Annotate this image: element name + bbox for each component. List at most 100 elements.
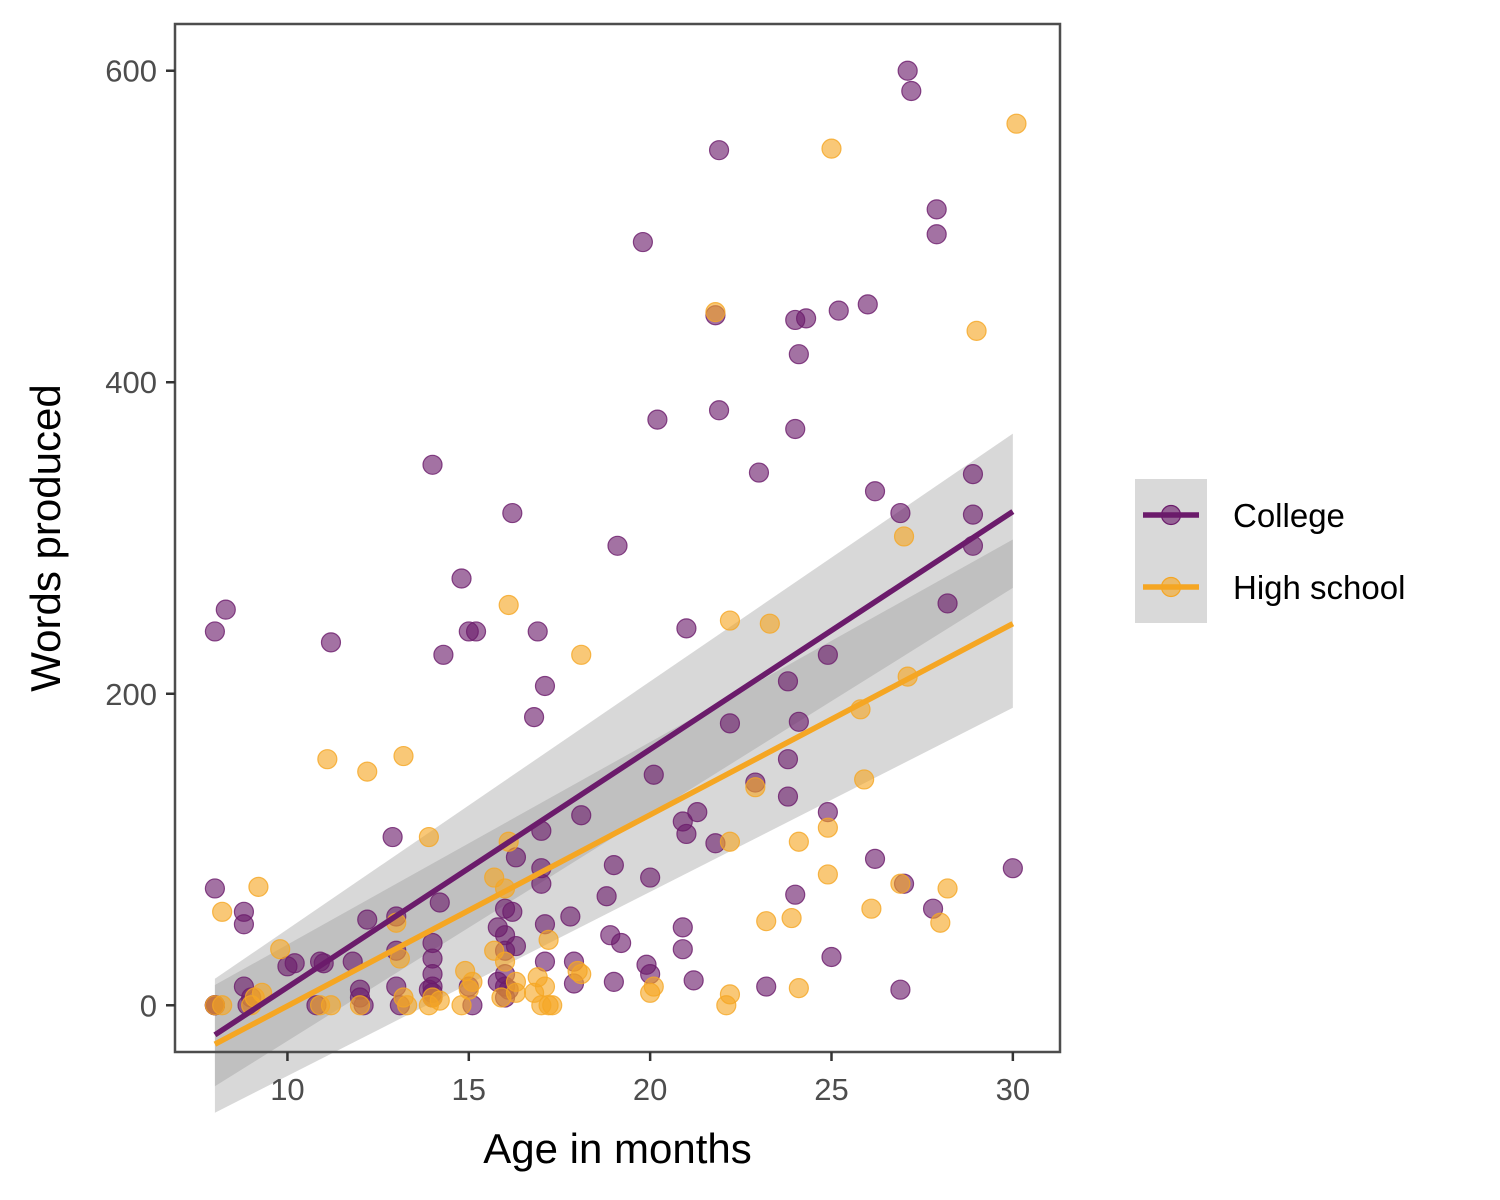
data-point-college (962, 504, 984, 525)
data-point-college (864, 848, 886, 869)
data-point-college (708, 400, 730, 421)
data-point-high-school (756, 911, 777, 932)
data-point-high-school (494, 951, 516, 972)
data-point-college (596, 886, 617, 907)
data-point-college (465, 621, 487, 642)
data-point-college (233, 914, 255, 935)
data-point-college (785, 884, 806, 905)
data-point-high-school (966, 320, 987, 341)
data-point-college (502, 901, 523, 922)
fit-lines (213, 509, 1015, 1047)
data-point-high-school (538, 929, 559, 950)
legend-label-college: College (1233, 497, 1345, 534)
data-point-high-school (462, 971, 483, 993)
data-point-college (603, 971, 624, 993)
data-point-college (603, 854, 624, 876)
data-point-college (422, 454, 443, 475)
data-point-college (890, 502, 911, 524)
data-point-college (756, 976, 777, 997)
data-point-high-school (817, 864, 838, 885)
data-point-high-school (719, 831, 741, 852)
data-point-college (204, 878, 225, 899)
data-point-high-school (1006, 113, 1027, 134)
data-point-college (897, 60, 918, 81)
data-point-high-school (890, 873, 911, 894)
data-point-college (523, 707, 545, 728)
data-point-high-school (643, 976, 664, 997)
panel-border (173, 22, 1062, 1054)
x-tick-label: 20 (633, 1072, 667, 1107)
data-point-college (502, 502, 523, 524)
data-point-high-school (571, 644, 592, 665)
data-point-college (937, 593, 958, 614)
data-point-high-school (320, 995, 342, 1016)
data-point-high-school (817, 817, 838, 838)
data-point-high-school (893, 526, 915, 547)
data-point-college (788, 711, 809, 732)
data-point-college (560, 906, 581, 927)
data-point-college (828, 300, 849, 321)
data-point-college (962, 464, 984, 485)
data-point-high-school (212, 995, 233, 1016)
data-point-college (708, 140, 730, 161)
data-point-college (821, 946, 842, 968)
data-point-college (676, 618, 697, 639)
x-tick-label: 10 (270, 1072, 304, 1107)
data-point-college (672, 917, 693, 938)
data-point-college (422, 932, 443, 954)
data-point-college (357, 909, 378, 930)
data-point-college (796, 308, 817, 329)
y-tick-label: 0 (140, 988, 157, 1023)
data-point-high-school (397, 995, 418, 1016)
x-axis-title: Age in months (483, 1125, 752, 1172)
data-point-college (719, 713, 741, 734)
data-point-college (607, 535, 628, 556)
data-point-college (204, 621, 225, 642)
data-point-college (777, 749, 799, 770)
data-point-high-school (212, 901, 233, 922)
data-point-college (687, 802, 708, 823)
data-point-college (777, 671, 799, 692)
data-point-high-school (429, 990, 450, 1011)
data-point-high-school (357, 761, 378, 782)
data-point-college (611, 932, 632, 954)
data-point-high-school (930, 912, 951, 933)
data-point-college (683, 970, 704, 991)
fit-line-college (213, 509, 1015, 1038)
data-point-college (890, 979, 911, 1000)
legend: College High school (1135, 479, 1405, 623)
y-tick-label: 400 (105, 365, 157, 400)
data-point-college (640, 867, 661, 888)
data-point-high-school (505, 982, 527, 1003)
ci-ribbon-high-school (214, 539, 1013, 1113)
y-tick-label: 600 (105, 54, 157, 89)
data-point-college (382, 826, 403, 848)
data-point-college (571, 805, 592, 826)
data-point-high-school (781, 907, 802, 929)
data-point-high-school (393, 745, 414, 767)
x-axis: 10 15 20 25 30 (270, 1052, 1030, 1107)
data-point-high-school (705, 302, 726, 323)
data-point-high-school (788, 978, 809, 999)
data-point-college (926, 199, 947, 220)
data-point-high-school (854, 769, 875, 790)
data-point-college (857, 294, 878, 315)
x-tick-label: 15 (452, 1072, 486, 1107)
data-points (204, 60, 1027, 1016)
data-point-high-school (861, 898, 882, 919)
data-point-college (672, 939, 693, 960)
data-point-college (429, 892, 450, 913)
data-point-college (777, 786, 799, 807)
legend-label-high-school: High school (1233, 569, 1405, 606)
data-point-high-school (821, 138, 842, 159)
data-point-high-school (719, 610, 741, 631)
data-point-college (527, 621, 548, 642)
data-point-college (901, 80, 922, 102)
data-point-college (433, 644, 454, 665)
legend-key-point (1160, 576, 1182, 598)
y-axis-title: Words produced (22, 384, 69, 691)
data-point-high-school (317, 749, 338, 770)
data-point-college (785, 418, 806, 440)
data-point-high-school (788, 831, 809, 852)
